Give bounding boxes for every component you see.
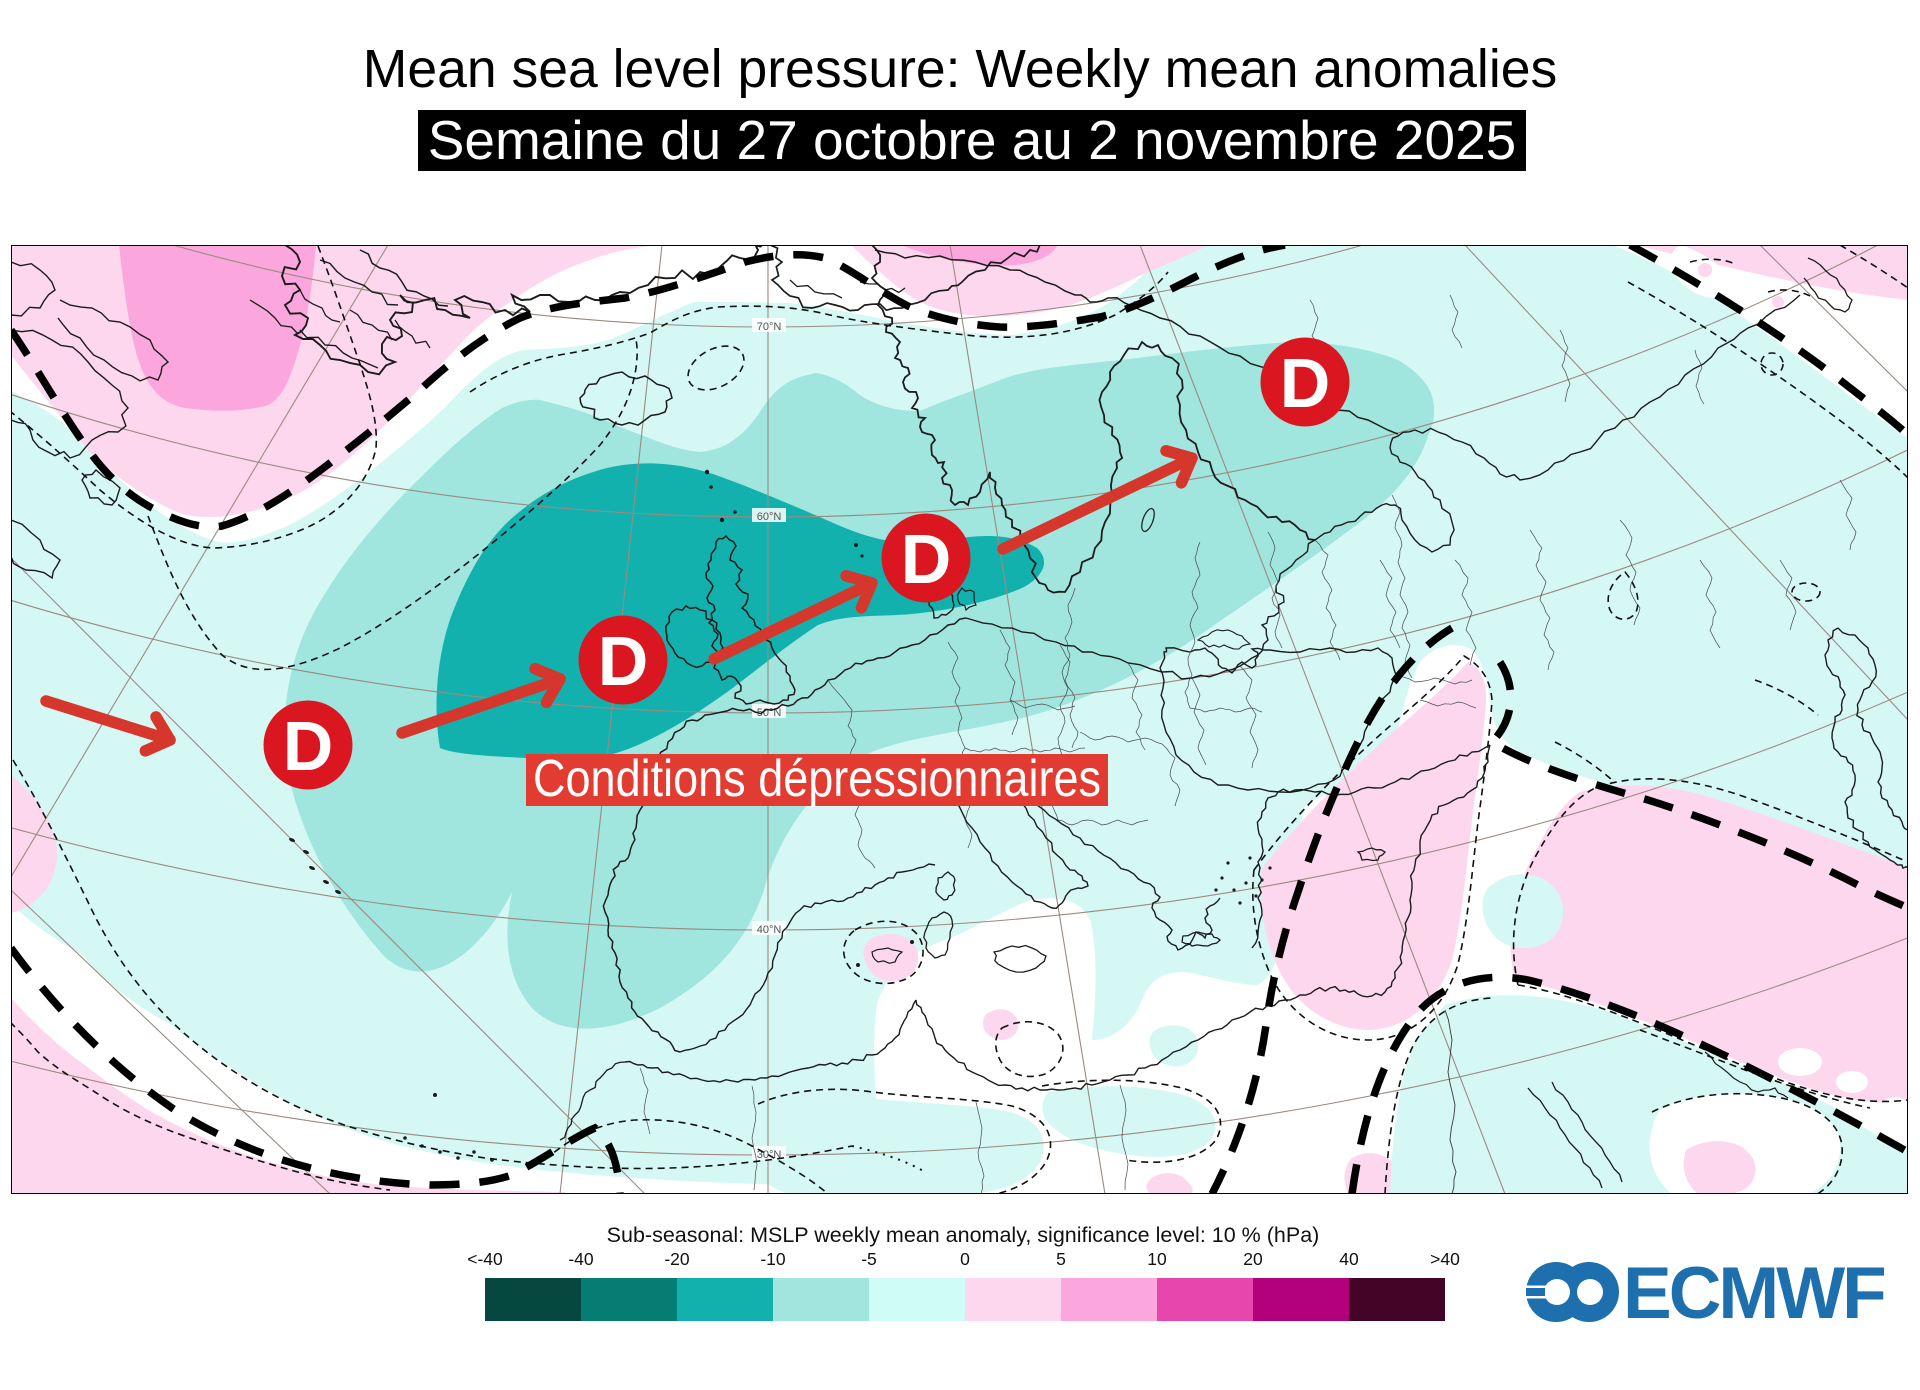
- svg-text:Conditions dépressionnaires: Conditions dépressionnaires: [533, 750, 1101, 808]
- svg-text:ECMWF: ECMWF: [1623, 1258, 1884, 1326]
- svg-text:D: D: [598, 622, 649, 700]
- svg-text:60°N: 60°N: [757, 511, 782, 523]
- svg-text:40°N: 40°N: [757, 924, 782, 936]
- svg-text:D: D: [1280, 344, 1331, 422]
- svg-text:50°N: 50°N: [757, 707, 782, 719]
- svg-text:70°N: 70°N: [757, 321, 782, 333]
- svg-text:D: D: [901, 520, 952, 598]
- svg-text:D: D: [283, 707, 334, 785]
